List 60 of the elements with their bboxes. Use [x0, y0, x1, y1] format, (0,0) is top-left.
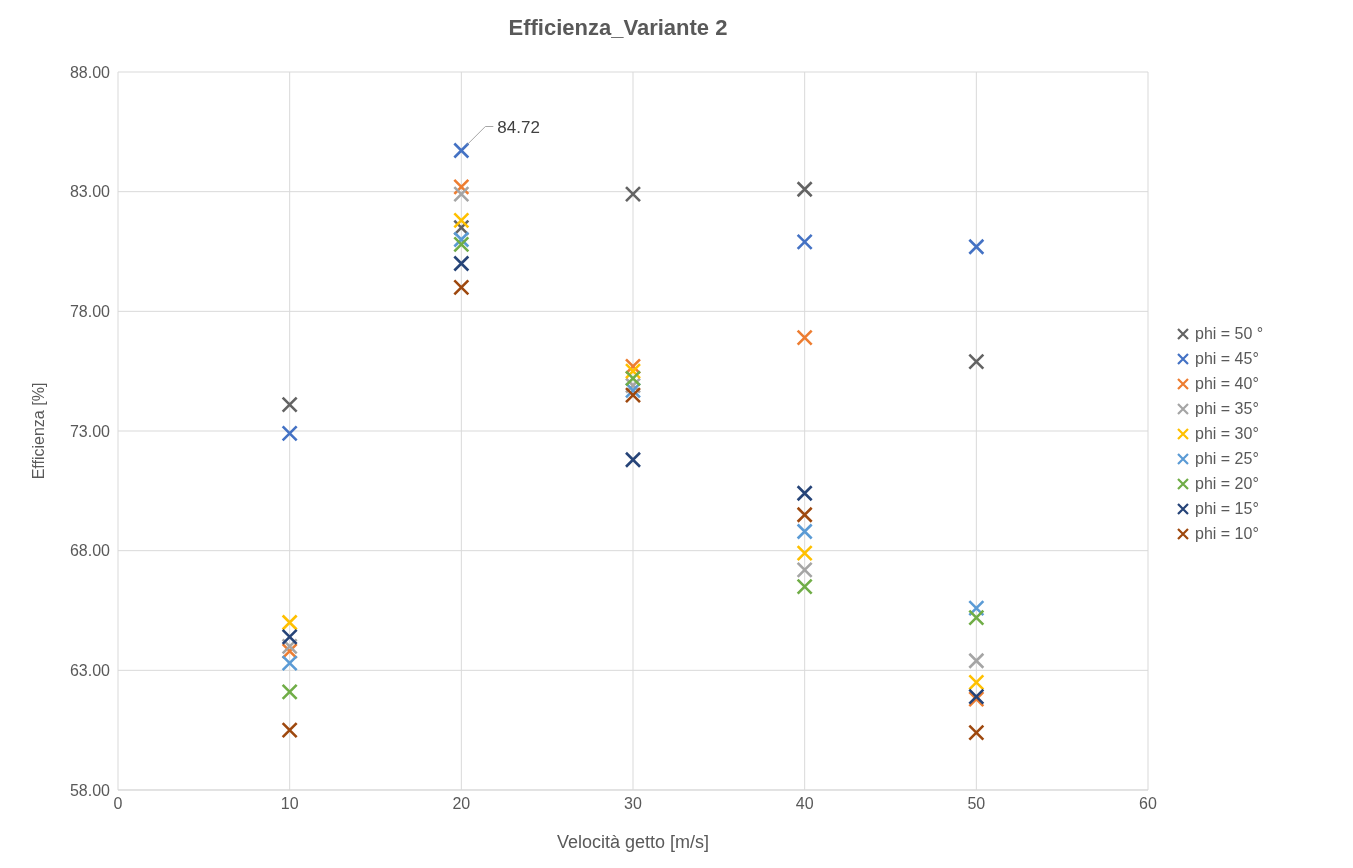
x-tick-label: 50 — [967, 795, 986, 813]
x-tick-label: 0 — [113, 795, 123, 813]
point — [796, 329, 813, 346]
x-tick-label: 10 — [280, 795, 299, 813]
point — [281, 614, 298, 631]
point — [796, 578, 813, 595]
point — [796, 523, 813, 540]
y-tick-label: 88.00 — [69, 63, 111, 81]
point — [968, 674, 985, 691]
legend-label: phi = 15° — [1195, 500, 1259, 518]
point — [281, 638, 298, 655]
point — [968, 652, 985, 670]
y-tick-label: 68.00 — [69, 542, 111, 560]
point — [796, 180, 813, 198]
point — [453, 255, 470, 272]
legend-label: phi = 35° — [1195, 400, 1259, 418]
legend-label: phi = 30° — [1195, 425, 1259, 443]
point — [624, 386, 642, 404]
point — [281, 396, 298, 413]
legend-label: phi = 45° — [1195, 350, 1259, 368]
x-tick-label: 60 — [1139, 795, 1157, 813]
point — [624, 451, 642, 469]
legend-label: phi = 20° — [1195, 475, 1259, 493]
y-tick-label: 83.00 — [69, 183, 111, 201]
point — [281, 628, 298, 646]
legend-label: phi = 50 ° — [1195, 325, 1264, 343]
x-axis-title: Velocità getto [m/s] — [556, 832, 710, 852]
annotation: 84.72 — [497, 117, 540, 137]
point — [796, 233, 813, 251]
y-tick-label: 78.00 — [69, 303, 111, 321]
point — [968, 353, 985, 370]
legend-label: phi = 40° — [1195, 375, 1259, 393]
x-tick-label: 40 — [795, 795, 814, 813]
point — [796, 484, 813, 502]
point — [281, 721, 298, 739]
point — [453, 212, 470, 229]
point — [968, 609, 985, 626]
point — [968, 238, 985, 256]
y-axis-title: Efficienza [%] — [29, 382, 47, 480]
point — [453, 279, 470, 296]
point — [453, 185, 470, 203]
y-tick-label: 58.00 — [69, 781, 111, 799]
point — [624, 185, 642, 203]
point — [281, 654, 298, 672]
point — [796, 561, 813, 579]
point — [453, 142, 470, 159]
point — [453, 236, 470, 253]
y-tick-label: 73.00 — [69, 422, 111, 440]
y-tick-label: 63.00 — [69, 662, 111, 680]
chart-title: Efficienza_Variante 2 — [507, 14, 729, 42]
legend-label: phi = 10° — [1195, 525, 1259, 543]
legend-label: phi = 25° — [1195, 450, 1259, 468]
point — [796, 506, 813, 524]
point — [281, 683, 298, 701]
point — [968, 724, 985, 741]
point — [624, 370, 642, 387]
point — [281, 425, 298, 442]
x-tick-label: 20 — [452, 795, 471, 813]
x-tick-label: 30 — [624, 795, 642, 813]
point — [796, 544, 813, 562]
